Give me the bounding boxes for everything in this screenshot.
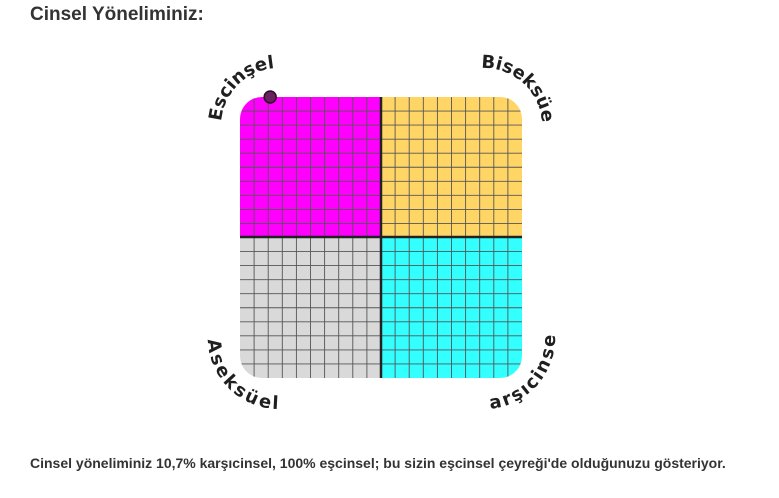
result-description: Cinsel yöneliminiz 10,7% karşıcinsel, 10…: [30, 455, 726, 471]
chart-grid: [240, 97, 522, 378]
orientation-chart: Escinşel Biseksüel Aseksüel Karşıcinsel: [0, 0, 560, 414]
result-point: [263, 90, 277, 104]
page-title: Cinsel Yöneliminiz:: [30, 4, 204, 25]
